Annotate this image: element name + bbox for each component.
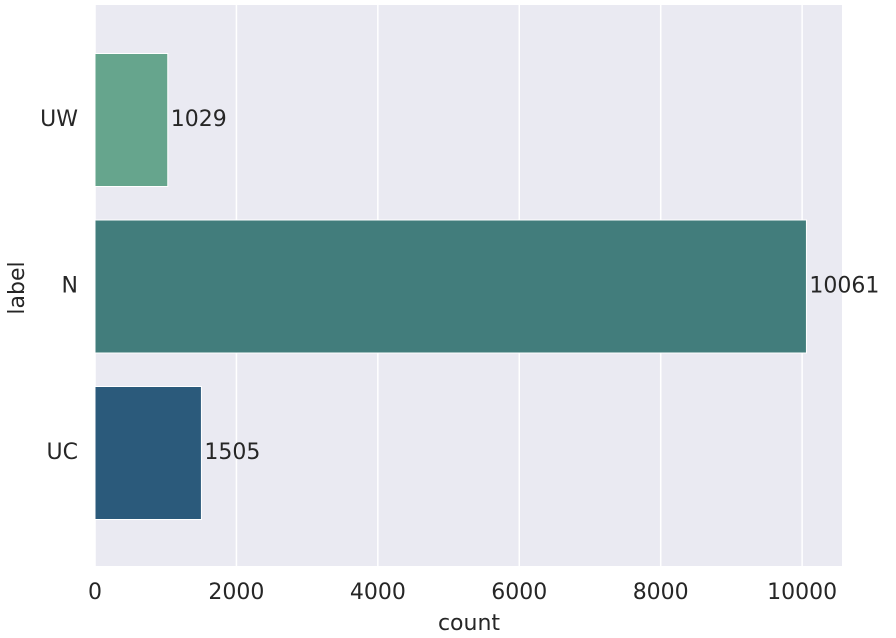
x-tick-label: 0 [88,580,102,605]
bar [94,386,202,520]
y-tick-label: N [62,274,78,299]
x-tick-label: 8000 [633,580,689,605]
y-tick-label: UC [47,440,78,465]
value-label: 10061 [809,274,879,299]
y-tick-label: UW [40,107,78,132]
y-axis-label: label [5,261,30,314]
value-label: 1505 [204,440,260,465]
bar [94,53,169,187]
x-tick-label: 6000 [491,580,547,605]
x-axis-label: count [438,611,500,636]
x-tick-label: 10000 [767,580,837,605]
value-label: 1029 [171,107,227,132]
bar [94,219,807,354]
x-tick-label: 4000 [350,580,406,605]
x-tick-label: 2000 [208,580,264,605]
